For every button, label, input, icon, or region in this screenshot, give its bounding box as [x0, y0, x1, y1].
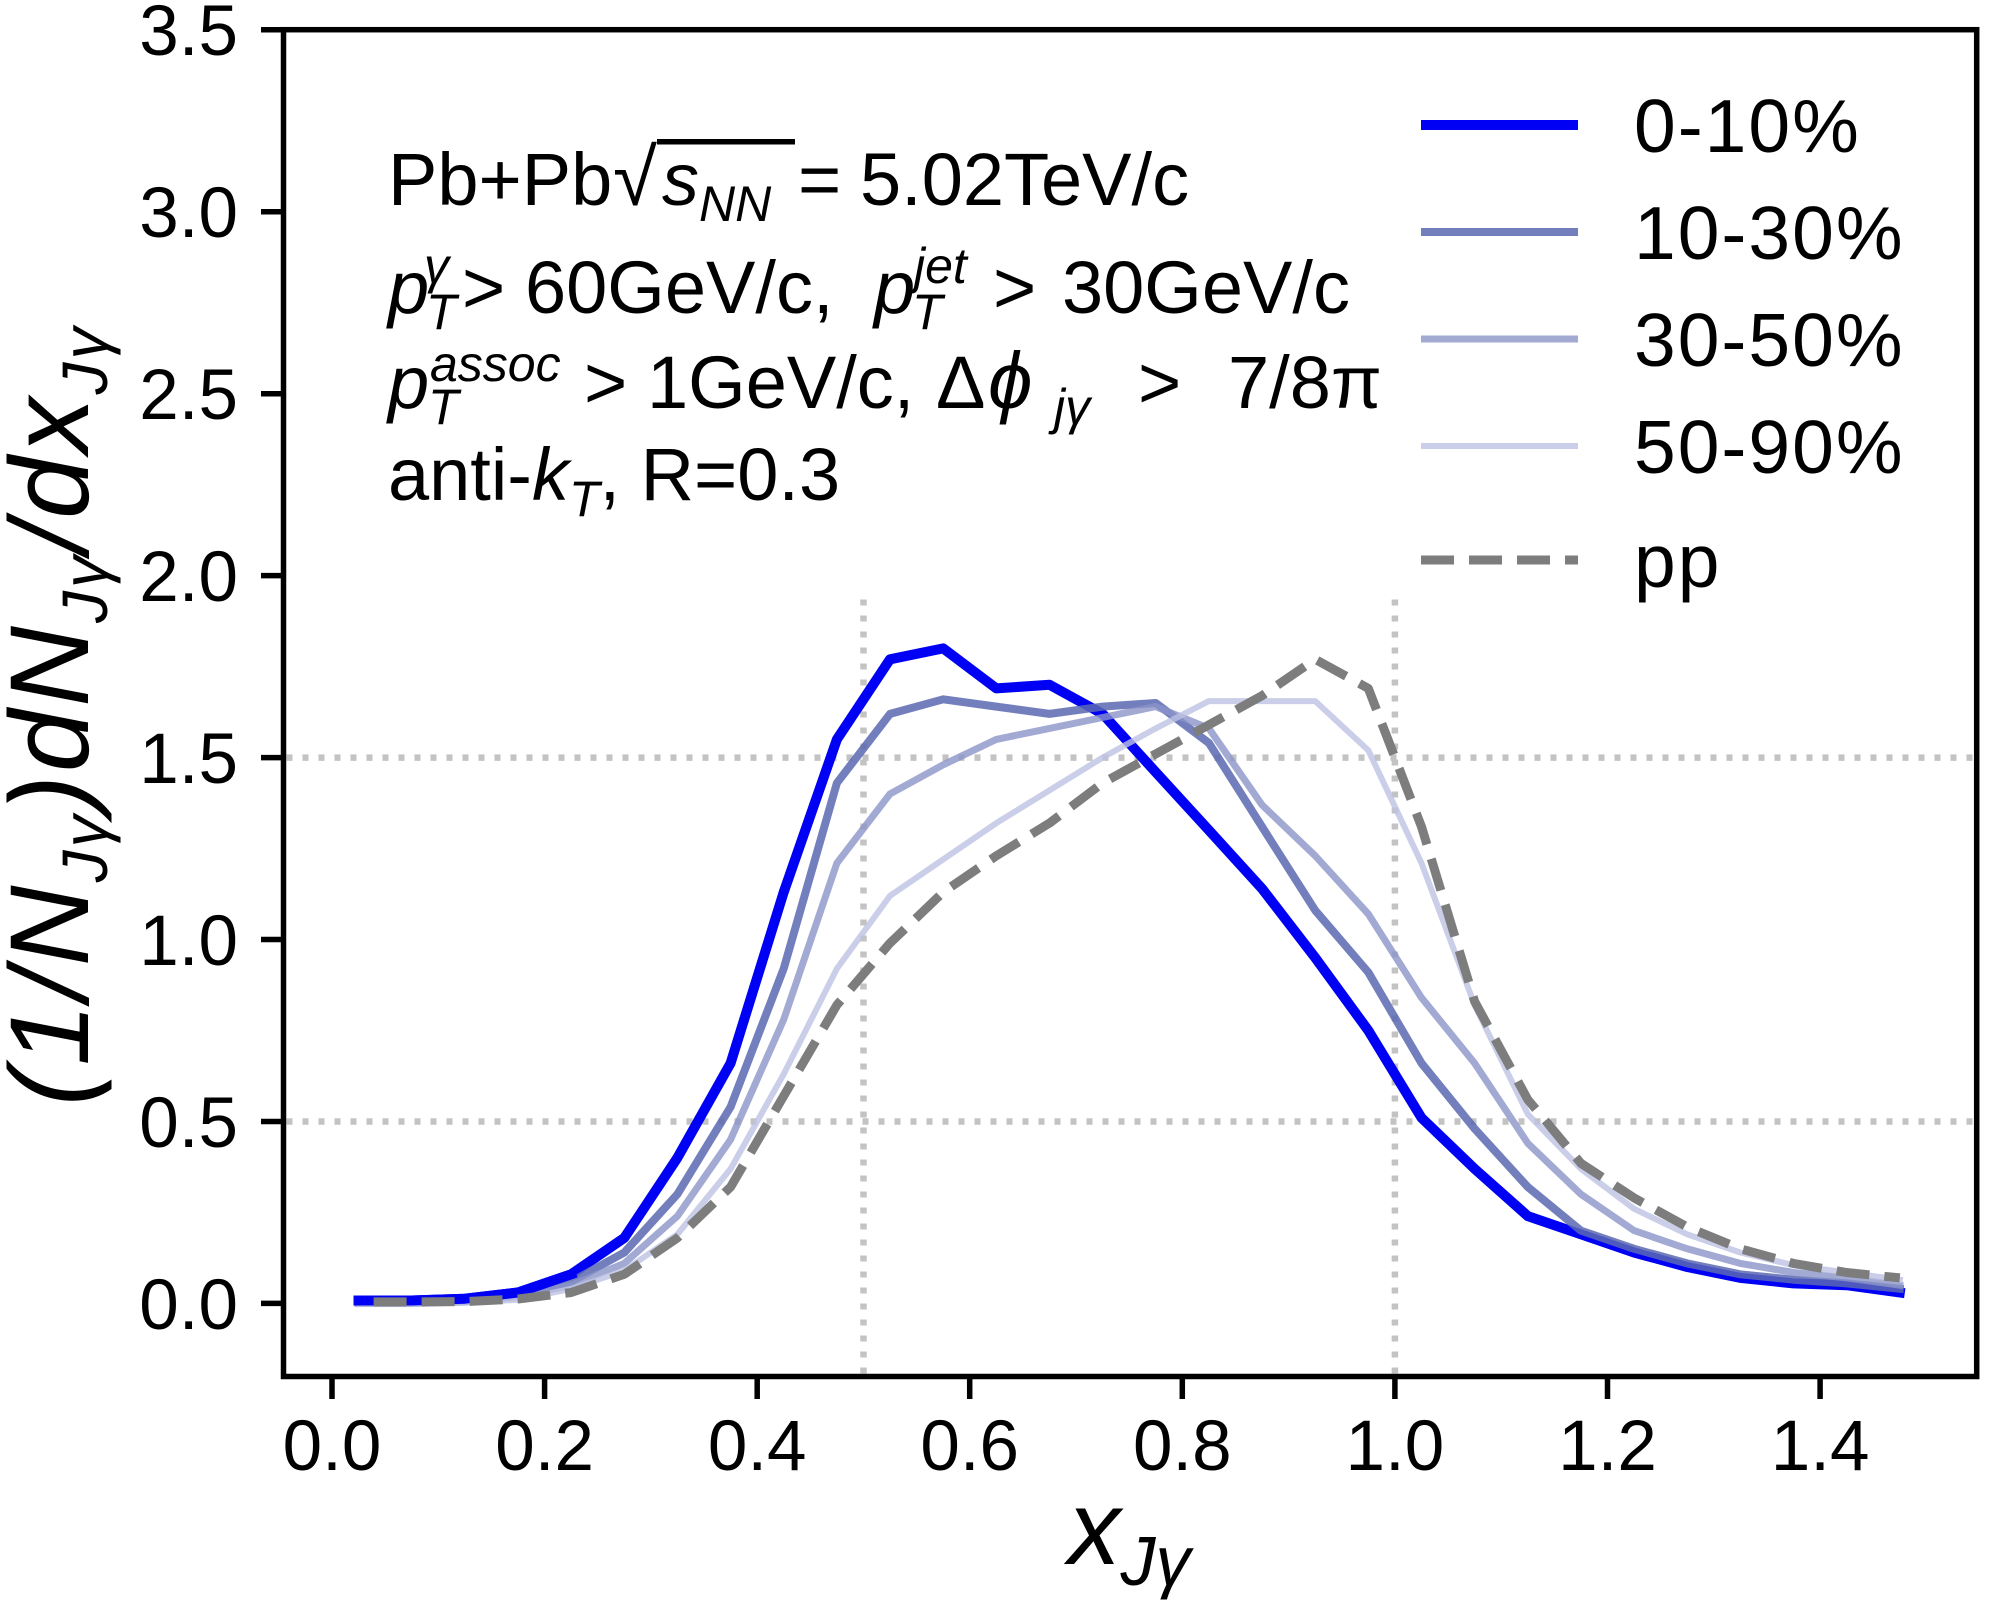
svg-text:3.5: 3.5: [139, 0, 238, 71]
svg-text:anti-kT, R=0.3: anti-kT, R=0.3: [388, 433, 840, 527]
svg-text:0.8: 0.8: [1133, 1407, 1232, 1486]
svg-text:xJγ: xJγ: [1063, 1470, 1195, 1600]
svg-text:1.0: 1.0: [139, 902, 238, 981]
svg-text:Pb+Pb√sNN=5.02TeV/c: Pb+Pb√sNN = 5.02TeV/c: [388, 133, 1189, 232]
svg-text:1.4: 1.4: [1771, 1407, 1870, 1486]
svg-text:1.2: 1.2: [1558, 1407, 1657, 1486]
svg-text:pp: pp: [1634, 519, 1721, 603]
svg-text:0-10%: 0-10%: [1634, 84, 1861, 168]
svg-text:0.0: 0.0: [139, 1266, 238, 1345]
svg-text:0.2: 0.2: [495, 1407, 594, 1486]
svg-text:0.0: 0.0: [283, 1407, 382, 1486]
svg-text:2.0: 2.0: [139, 538, 238, 617]
svg-text:1.0: 1.0: [1346, 1407, 1445, 1486]
svg-text:0.6: 0.6: [920, 1407, 1019, 1486]
svg-text:(1/NJγ)dNJγ/dxJγ: (1/NJγ)dNJγ/dxJγ: [0, 324, 121, 1106]
svg-text:0.4: 0.4: [708, 1407, 807, 1486]
svg-text:50-90%: 50-90%: [1634, 405, 1905, 489]
svg-text:0.5: 0.5: [139, 1084, 238, 1163]
svg-text:2.5: 2.5: [139, 356, 238, 435]
svg-text:3.0: 3.0: [139, 174, 238, 253]
svg-text:30-50%: 30-50%: [1634, 298, 1905, 382]
svg-text:1.5: 1.5: [139, 720, 238, 799]
svg-text:10-30%: 10-30%: [1634, 191, 1905, 275]
